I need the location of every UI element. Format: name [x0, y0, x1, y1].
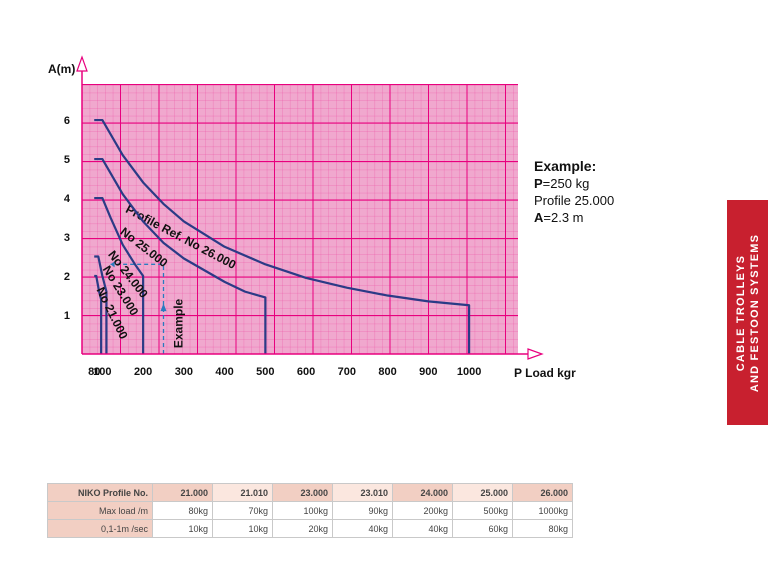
table-cell: 1000kg — [512, 501, 573, 520]
table-col-header: 21.000 — [152, 483, 213, 502]
grid-minor — [82, 85, 518, 354]
section-tab-line1: CABLE TROLLEYS — [734, 254, 747, 371]
example-title: Example: — [534, 158, 597, 174]
table-cell: 10kg — [212, 519, 273, 538]
example-load: P=250 kg — [534, 176, 590, 191]
table-row: 0,1-1m /sec 10kg 10kg 20kg 40kg 40kg 60k… — [47, 519, 573, 538]
y-axis-label: A(m) — [48, 62, 75, 76]
x-tick-label: 900 — [419, 366, 437, 378]
section-tab-line2: AND FESTOON SYSTEMS — [748, 233, 761, 392]
table-col-header: 23.010 — [332, 483, 393, 502]
x-tick-label: 1000 — [457, 366, 481, 378]
x-tick-label: 800 — [378, 366, 396, 378]
table-header-label: NIKO Profile No. — [47, 483, 153, 502]
x-tick-label: 100 — [93, 366, 111, 378]
x-axis-label: P Load kgr — [514, 366, 576, 380]
y-tick-label: 2 — [64, 271, 70, 283]
y-tick-label: 1 — [64, 310, 70, 322]
y-tick-label: 6 — [64, 115, 70, 127]
example-arrow-up — [160, 303, 167, 312]
example-distance: A=2.3 m — [534, 210, 584, 225]
y-tick-label: 4 — [64, 193, 71, 205]
table-col-header: 26.000 — [512, 483, 573, 502]
table-col-header: 25.000 — [452, 483, 513, 502]
example-label: Example — [171, 298, 185, 348]
grid — [81, 84, 518, 355]
table-cell: 40kg — [332, 519, 393, 538]
table-cell: 60kg — [452, 519, 513, 538]
table-col-header: 23.000 — [272, 483, 333, 502]
curve-line — [94, 157, 267, 354]
x-tick-label: 80 — [88, 366, 100, 378]
x-tick-label: 200 — [134, 366, 152, 378]
table-cell: 10kg — [152, 519, 213, 538]
x-axis-arrow — [527, 348, 544, 360]
table-header-row: NIKO Profile No. 21.000 21.010 23.000 23… — [47, 483, 573, 502]
table-cell: 80kg — [152, 501, 213, 520]
x-tick-label: 700 — [338, 366, 356, 378]
table-cell: 90kg — [332, 501, 393, 520]
table-cell: 200kg — [392, 501, 453, 520]
table-cell: 500kg — [452, 501, 513, 520]
table-cell: 80kg — [512, 519, 573, 538]
table-cell: 100kg — [272, 501, 333, 520]
y-tick-label: 5 — [64, 154, 70, 166]
table-col-header: 21.010 — [212, 483, 273, 502]
profile-spec-table: NIKO Profile No. 21.000 21.010 23.000 23… — [47, 483, 573, 538]
example-guide — [110, 263, 165, 354]
x-tick-label: 300 — [175, 366, 193, 378]
curve-line — [94, 196, 145, 354]
x-tick-label: 400 — [215, 366, 233, 378]
table-cell: 40kg — [392, 519, 453, 538]
table-col-header: 24.000 — [392, 483, 453, 502]
table-row-label: 0,1-1m /sec — [47, 519, 153, 538]
example-profile: Profile 25.000 — [534, 193, 615, 208]
table-cell: 70kg — [212, 501, 273, 520]
y-tick-label: 3 — [64, 232, 70, 244]
curve-line — [94, 118, 471, 354]
x-tick-label: 500 — [256, 366, 274, 378]
curve-line — [94, 274, 103, 354]
table-cell: 20kg — [272, 519, 333, 538]
example-annotation: Example: P=250 kg Profile 25.000 A=2.3 m — [534, 158, 614, 226]
y-axis-arrow — [76, 55, 88, 72]
table-row-label: Max load /m — [47, 501, 153, 520]
section-tab: CABLE TROLLEYS AND FESTOON SYSTEMS — [727, 200, 768, 425]
curve-line — [94, 255, 108, 354]
x-tick-label: 600 — [297, 366, 315, 378]
table-row: Max load /m 80kg 70kg 100kg 90kg 200kg 5… — [47, 501, 573, 520]
example-arrow-left — [110, 261, 115, 268]
